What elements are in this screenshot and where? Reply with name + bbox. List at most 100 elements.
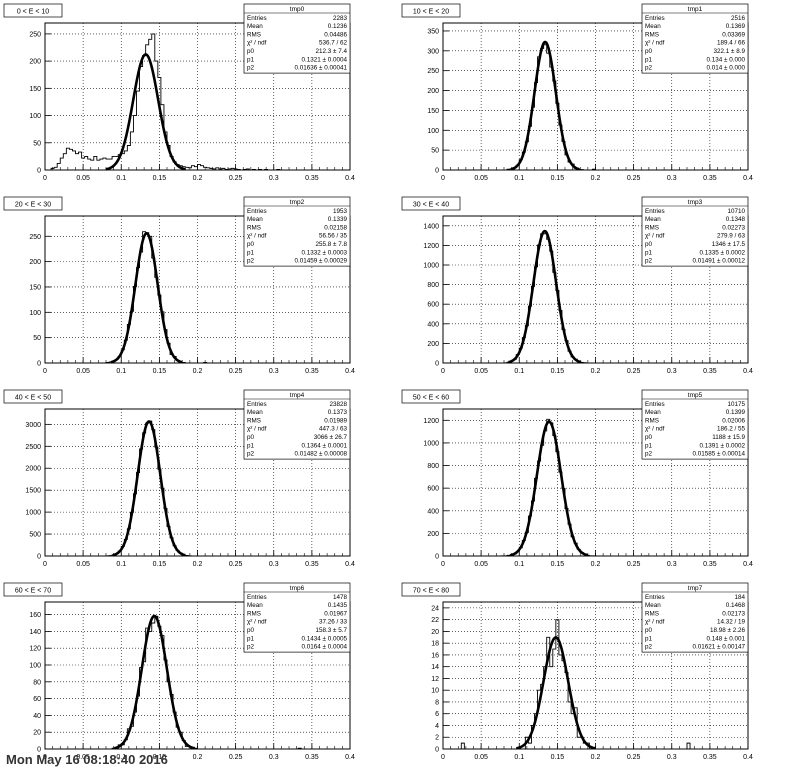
x-tick-label: 0.35	[703, 754, 717, 761]
stats-key: RMS	[645, 224, 659, 231]
stats-value: 14.32 / 19	[717, 619, 746, 626]
stats-name: tmp1	[688, 6, 703, 13]
stats-key: p2	[645, 258, 653, 265]
x-tick-label: 0.4	[345, 754, 355, 761]
y-tick-label: 600	[427, 302, 439, 309]
y-tick-label: 150	[29, 86, 41, 93]
stats-name: tmp7	[688, 585, 703, 592]
x-tick-label: 0.15	[551, 561, 565, 568]
fit-curve	[110, 231, 183, 364]
stats-box: tmp6 Entries 1478 Mean 0.1435 RMS 0.01967 χ² / …	[243, 582, 351, 653]
stats-key: RMS	[645, 610, 659, 617]
x-tick-label: 0.25	[229, 175, 243, 182]
panel-title-text: 40 < E < 50	[15, 395, 51, 402]
stats-key: Entries	[645, 401, 665, 408]
stats-name: tmp2	[290, 199, 305, 206]
x-tick-label: 0.1	[116, 368, 126, 375]
stats-key: p1	[645, 249, 653, 256]
stats-key: p1	[645, 442, 653, 449]
x-tick-label: 0.15	[153, 175, 167, 182]
x-tick-label: 0.2	[591, 368, 601, 375]
stats-value: 186.2 / 55	[717, 426, 746, 433]
stats-value: 0.134 ± 0.000	[707, 56, 746, 63]
stats-value: 10710	[727, 208, 745, 215]
x-tick-label: 0.2	[193, 754, 203, 761]
stats-name: tmp4	[290, 392, 305, 399]
x-tick-label: 0.25	[229, 368, 243, 375]
stats-key: χ² / ndf	[247, 619, 267, 626]
x-tick-label: 0.4	[345, 561, 355, 568]
x-tick-label: 0.35	[305, 561, 319, 568]
stats-value: 279.9 / 63	[717, 233, 746, 240]
stats-key: Mean	[247, 602, 263, 609]
stats-key: RMS	[645, 31, 659, 38]
x-tick-label: 0.1	[514, 754, 524, 761]
y-tick-label: 0	[37, 747, 41, 754]
stats-key: Entries	[645, 594, 665, 601]
stats-value: 0.02158	[324, 224, 347, 231]
stats-value: 0.01491 ± 0.00012	[693, 258, 746, 265]
stats-value: 2283	[333, 15, 348, 22]
stats-key: p0	[247, 241, 255, 248]
y-tick-label: 250	[29, 234, 41, 241]
stats-value: 0.01636 ± 0.00041	[295, 65, 348, 72]
stats-value: 0.03369	[722, 31, 745, 38]
panel-title: 30 < E < 40	[401, 196, 461, 211]
stats-value: 23828	[329, 401, 347, 408]
stats-key: p0	[247, 48, 255, 55]
stats-key: Mean	[247, 409, 263, 416]
stats-value: 0.01459 ± 0.00029	[295, 258, 348, 265]
fit-curve	[114, 614, 195, 750]
y-tick-label: 24	[431, 605, 439, 612]
x-tick-label: 0.25	[627, 561, 641, 568]
x-tick-label: 0	[43, 561, 47, 568]
fit-curve	[105, 53, 186, 171]
x-tick-label: 0.35	[703, 561, 717, 568]
stats-key: RMS	[247, 31, 261, 38]
panel-title-text: 20 < E < 30	[15, 202, 51, 209]
stats-name: tmp5	[688, 392, 703, 399]
y-tick-label: 3000	[25, 422, 41, 429]
stats-value: 0.01621 ± 0.00147	[693, 644, 746, 651]
stats-value: 1953	[333, 208, 348, 215]
stats-name: tmp0	[290, 6, 305, 13]
y-tick-label: 40	[33, 713, 41, 720]
stats-key: Entries	[247, 208, 267, 215]
y-tick-label: 10	[431, 688, 439, 695]
x-tick-label: 0.2	[193, 368, 203, 375]
stats-key: χ² / ndf	[645, 619, 665, 626]
stats-key: p1	[645, 56, 653, 63]
stats-key: Entries	[247, 401, 267, 408]
x-tick-label: 0.4	[743, 368, 753, 375]
x-tick-label: 0.15	[551, 175, 565, 182]
fit-curve	[516, 636, 596, 750]
stats-value: 10175	[727, 401, 745, 408]
stats-key: p1	[247, 442, 255, 449]
stats-value: 0.1435	[328, 602, 348, 609]
histogram-panel-7: 0 0.05 0.1 0.15 0.2 0.25 0.3 0.35 0.402468101214…	[401, 582, 753, 761]
stats-value: 255.8 ± 7.8	[316, 241, 348, 248]
stats-value: 0.1236	[328, 23, 348, 30]
y-tick-label: 150	[29, 284, 41, 291]
x-tick-label: 0.4	[345, 368, 355, 375]
histogram-panel-6: 0 0.05 0.1 0.15 0.2 0.25 0.3 0.35 0.4 0 20 40 60 80 10…	[3, 582, 355, 761]
y-tick-label: 500	[29, 532, 41, 539]
stats-value: 0.1364 ± 0.0001	[302, 442, 348, 449]
stats-value: 0.02173	[722, 610, 745, 617]
panel-title: 70 < E < 80	[401, 582, 461, 597]
panel-title-text: 70 < E < 80	[413, 588, 449, 595]
x-tick-label: 0.35	[305, 368, 319, 375]
stats-key: Mean	[645, 409, 661, 416]
x-tick-label: 0.05	[474, 368, 488, 375]
y-tick-label: 8	[435, 699, 439, 706]
stats-key: p2	[645, 644, 653, 651]
panel-title: 40 < E < 50	[3, 389, 63, 404]
stats-key: χ² / ndf	[247, 40, 267, 47]
y-tick-label: 2	[435, 735, 439, 742]
stats-value: 0.01482 ± 0.00008	[295, 451, 348, 458]
y-tick-label: 1500	[25, 488, 41, 495]
stats-value: 1188 ± 15.9	[712, 434, 745, 441]
y-tick-label: 0	[37, 361, 41, 368]
y-tick-label: 250	[29, 31, 41, 38]
